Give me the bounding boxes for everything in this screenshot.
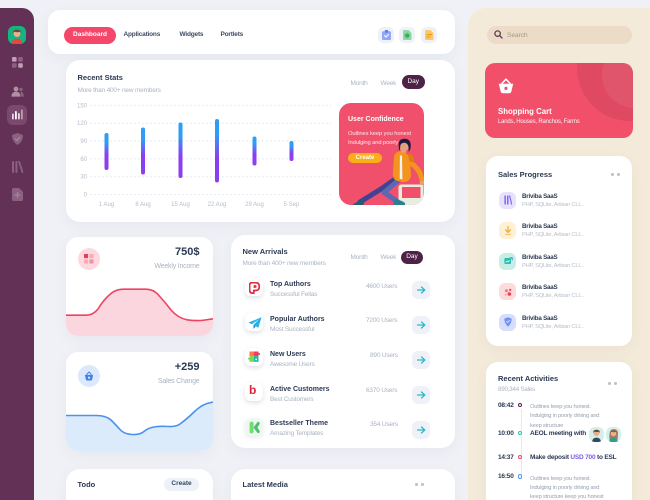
svg-text:22 Aug: 22 Aug (208, 202, 227, 208)
svg-text:8 Aug: 8 Aug (135, 202, 150, 208)
svg-text:1 Aug: 1 Aug (99, 202, 114, 208)
svg-text:90: 90 (80, 139, 87, 145)
svg-text:60: 60 (80, 157, 87, 163)
svg-text:0: 0 (84, 193, 88, 199)
svg-text:15 Aug: 15 Aug (171, 202, 190, 208)
svg-text:120: 120 (77, 121, 88, 127)
svg-text:30: 30 (80, 175, 87, 181)
svg-text:29 Aug: 29 Aug (245, 202, 264, 208)
svg-text:5 Sep: 5 Sep (284, 202, 300, 208)
svg-text:150: 150 (77, 103, 88, 109)
